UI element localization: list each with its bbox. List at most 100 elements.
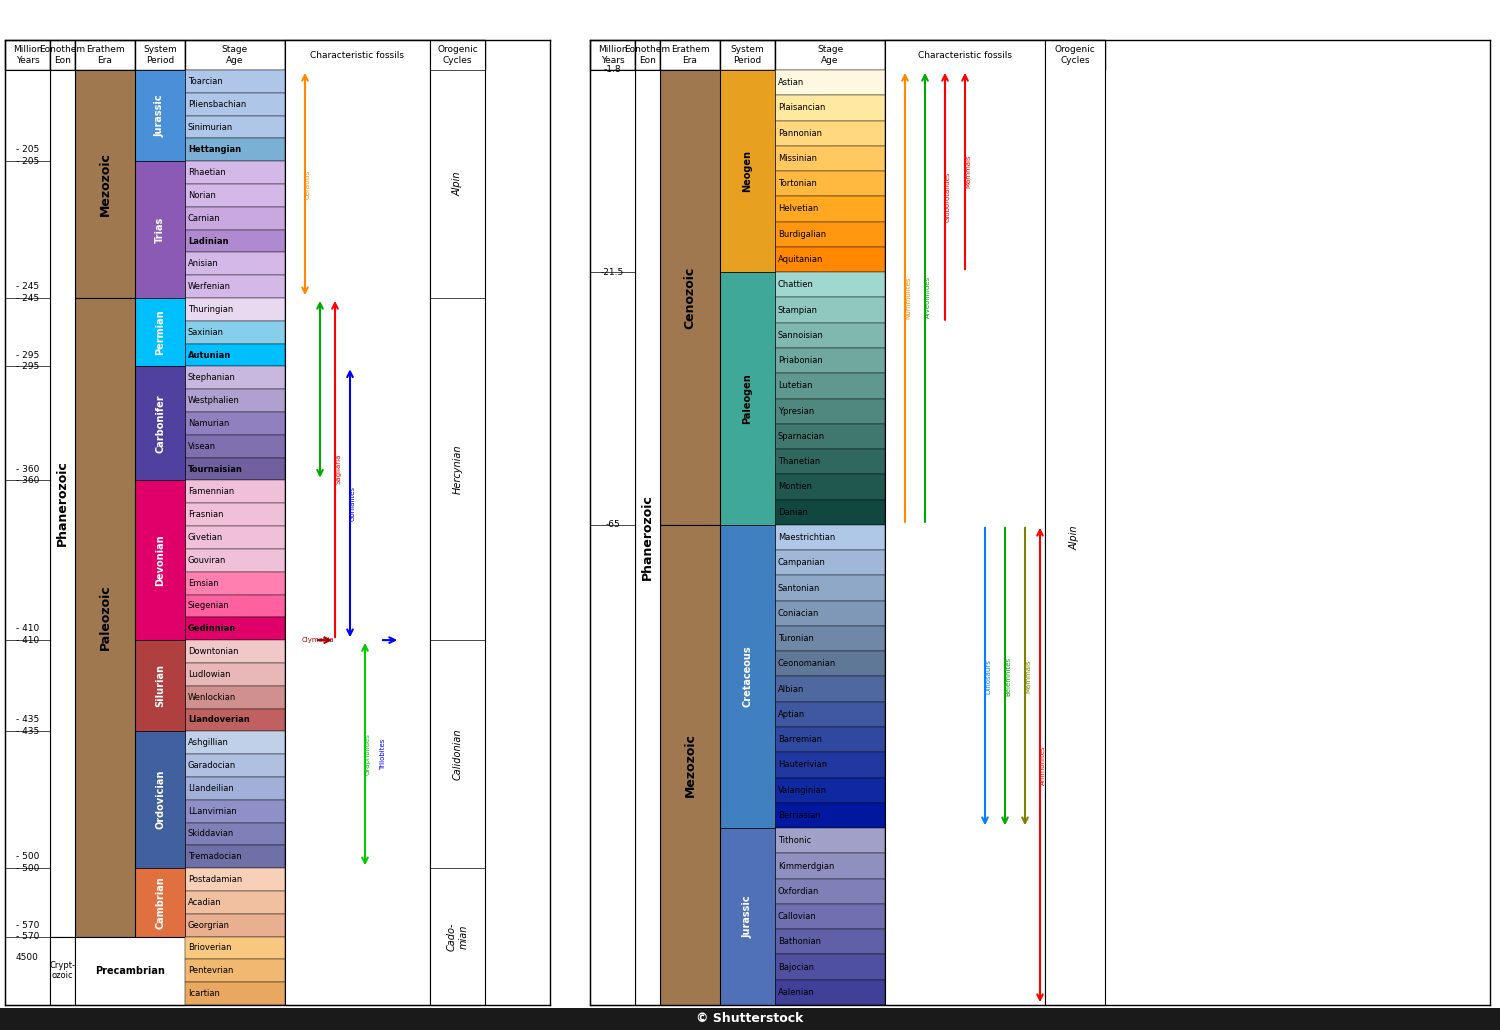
Text: Valanginian: Valanginian <box>778 786 826 795</box>
Text: Clymenia: Clymenia <box>302 638 334 643</box>
Text: © Shutterstock: © Shutterstock <box>696 1012 804 1026</box>
Text: Silurian: Silurian <box>154 664 165 708</box>
Text: Wenlockian: Wenlockian <box>188 692 237 701</box>
Text: Devonian: Devonian <box>154 535 165 586</box>
Text: - 295: - 295 <box>16 350 39 359</box>
FancyBboxPatch shape <box>430 40 484 1005</box>
FancyBboxPatch shape <box>184 321 285 344</box>
Text: Carnian: Carnian <box>188 214 220 222</box>
FancyBboxPatch shape <box>184 40 285 70</box>
FancyBboxPatch shape <box>776 904 885 929</box>
FancyBboxPatch shape <box>0 1008 1500 1030</box>
FancyBboxPatch shape <box>184 138 285 162</box>
FancyBboxPatch shape <box>184 663 285 686</box>
FancyBboxPatch shape <box>184 344 285 367</box>
Text: - 410: - 410 <box>16 636 39 645</box>
Text: Visean: Visean <box>188 442 216 451</box>
Text: Eonothem
Eon: Eonothem Eon <box>39 45 86 65</box>
Text: - 360: - 360 <box>16 465 39 474</box>
Text: Icartian: Icartian <box>188 989 220 998</box>
Text: Cambrian: Cambrian <box>154 876 165 929</box>
FancyBboxPatch shape <box>184 115 285 138</box>
Text: Neogen: Neogen <box>742 150 753 192</box>
FancyBboxPatch shape <box>776 449 885 475</box>
FancyBboxPatch shape <box>776 576 885 600</box>
FancyBboxPatch shape <box>50 40 75 70</box>
Text: Georgrian: Georgrian <box>188 921 230 930</box>
Text: Belemnites: Belemnites <box>1005 657 1011 696</box>
Text: Garadocian: Garadocian <box>188 761 237 770</box>
Text: Plaisancian: Plaisancian <box>778 103 825 112</box>
Text: Mammals: Mammals <box>1024 659 1030 693</box>
Text: Globorotalides: Globorotalides <box>945 171 951 221</box>
Text: - 205: - 205 <box>16 157 39 166</box>
Text: Llandeilian: Llandeilian <box>188 784 234 793</box>
FancyBboxPatch shape <box>184 914 285 936</box>
Text: -21.5: -21.5 <box>602 268 624 277</box>
FancyBboxPatch shape <box>776 525 885 550</box>
Text: Thanetian: Thanetian <box>778 457 820 467</box>
FancyBboxPatch shape <box>184 754 285 777</box>
FancyBboxPatch shape <box>590 70 634 1005</box>
Text: Skiddavian: Skiddavian <box>188 829 234 838</box>
Text: - 500: - 500 <box>16 864 39 872</box>
FancyBboxPatch shape <box>776 146 885 171</box>
Text: Dinosaurs: Dinosaurs <box>986 659 992 694</box>
FancyBboxPatch shape <box>184 70 285 93</box>
FancyBboxPatch shape <box>184 526 285 549</box>
FancyBboxPatch shape <box>184 823 285 846</box>
Text: Autunian: Autunian <box>188 350 231 359</box>
FancyBboxPatch shape <box>135 868 184 936</box>
FancyBboxPatch shape <box>184 594 285 617</box>
FancyBboxPatch shape <box>184 731 285 754</box>
FancyBboxPatch shape <box>776 171 885 197</box>
FancyBboxPatch shape <box>776 677 885 701</box>
Text: Toarcian: Toarcian <box>188 77 222 85</box>
FancyBboxPatch shape <box>776 828 885 854</box>
Text: Pannonian: Pannonian <box>778 129 822 138</box>
FancyBboxPatch shape <box>184 936 285 959</box>
Text: Stephanian: Stephanian <box>188 373 236 382</box>
Text: Berriasian: Berriasian <box>778 811 820 820</box>
Text: Eonothem
Eon: Eonothem Eon <box>624 45 670 65</box>
Text: Jurassic: Jurassic <box>742 895 753 938</box>
FancyBboxPatch shape <box>4 40 50 70</box>
Text: Callovian: Callovian <box>778 912 816 921</box>
Text: Pentevrian: Pentevrian <box>188 966 234 975</box>
FancyBboxPatch shape <box>776 197 885 221</box>
Text: Orogenic
Cycles: Orogenic Cycles <box>436 45 478 65</box>
Text: System
Period: System Period <box>142 45 177 65</box>
FancyBboxPatch shape <box>720 40 776 70</box>
FancyBboxPatch shape <box>776 95 885 121</box>
FancyBboxPatch shape <box>776 298 885 322</box>
Text: Alpin: Alpin <box>1070 525 1080 550</box>
FancyBboxPatch shape <box>885 40 1046 70</box>
FancyBboxPatch shape <box>184 846 285 868</box>
FancyBboxPatch shape <box>776 802 885 828</box>
Text: Astian: Astian <box>778 78 804 88</box>
Text: Lutetian: Lutetian <box>778 381 813 390</box>
FancyBboxPatch shape <box>720 70 776 272</box>
Text: Erathem
Era: Erathem Era <box>86 45 124 65</box>
Text: Helvetian: Helvetian <box>778 205 819 213</box>
Text: Bathonian: Bathonian <box>778 937 820 947</box>
Text: Westphalien: Westphalien <box>188 397 240 405</box>
FancyBboxPatch shape <box>184 709 285 731</box>
Text: - 205: - 205 <box>16 145 39 154</box>
FancyBboxPatch shape <box>184 686 285 709</box>
FancyBboxPatch shape <box>184 891 285 914</box>
Text: Sparnacian: Sparnacian <box>778 432 825 441</box>
Text: Stage
Age: Stage Age <box>222 45 248 65</box>
FancyBboxPatch shape <box>660 525 720 1005</box>
FancyBboxPatch shape <box>776 40 885 70</box>
FancyBboxPatch shape <box>4 70 50 1005</box>
Text: Anisian: Anisian <box>188 260 219 269</box>
FancyBboxPatch shape <box>776 272 885 298</box>
FancyBboxPatch shape <box>776 879 885 904</box>
FancyBboxPatch shape <box>184 93 285 115</box>
Text: Sagilaria: Sagilaria <box>334 454 340 484</box>
Text: Tremadocian: Tremadocian <box>188 852 242 861</box>
Text: Barremian: Barremian <box>778 735 822 744</box>
Text: Bajocian: Bajocian <box>778 963 814 971</box>
FancyBboxPatch shape <box>75 298 135 936</box>
